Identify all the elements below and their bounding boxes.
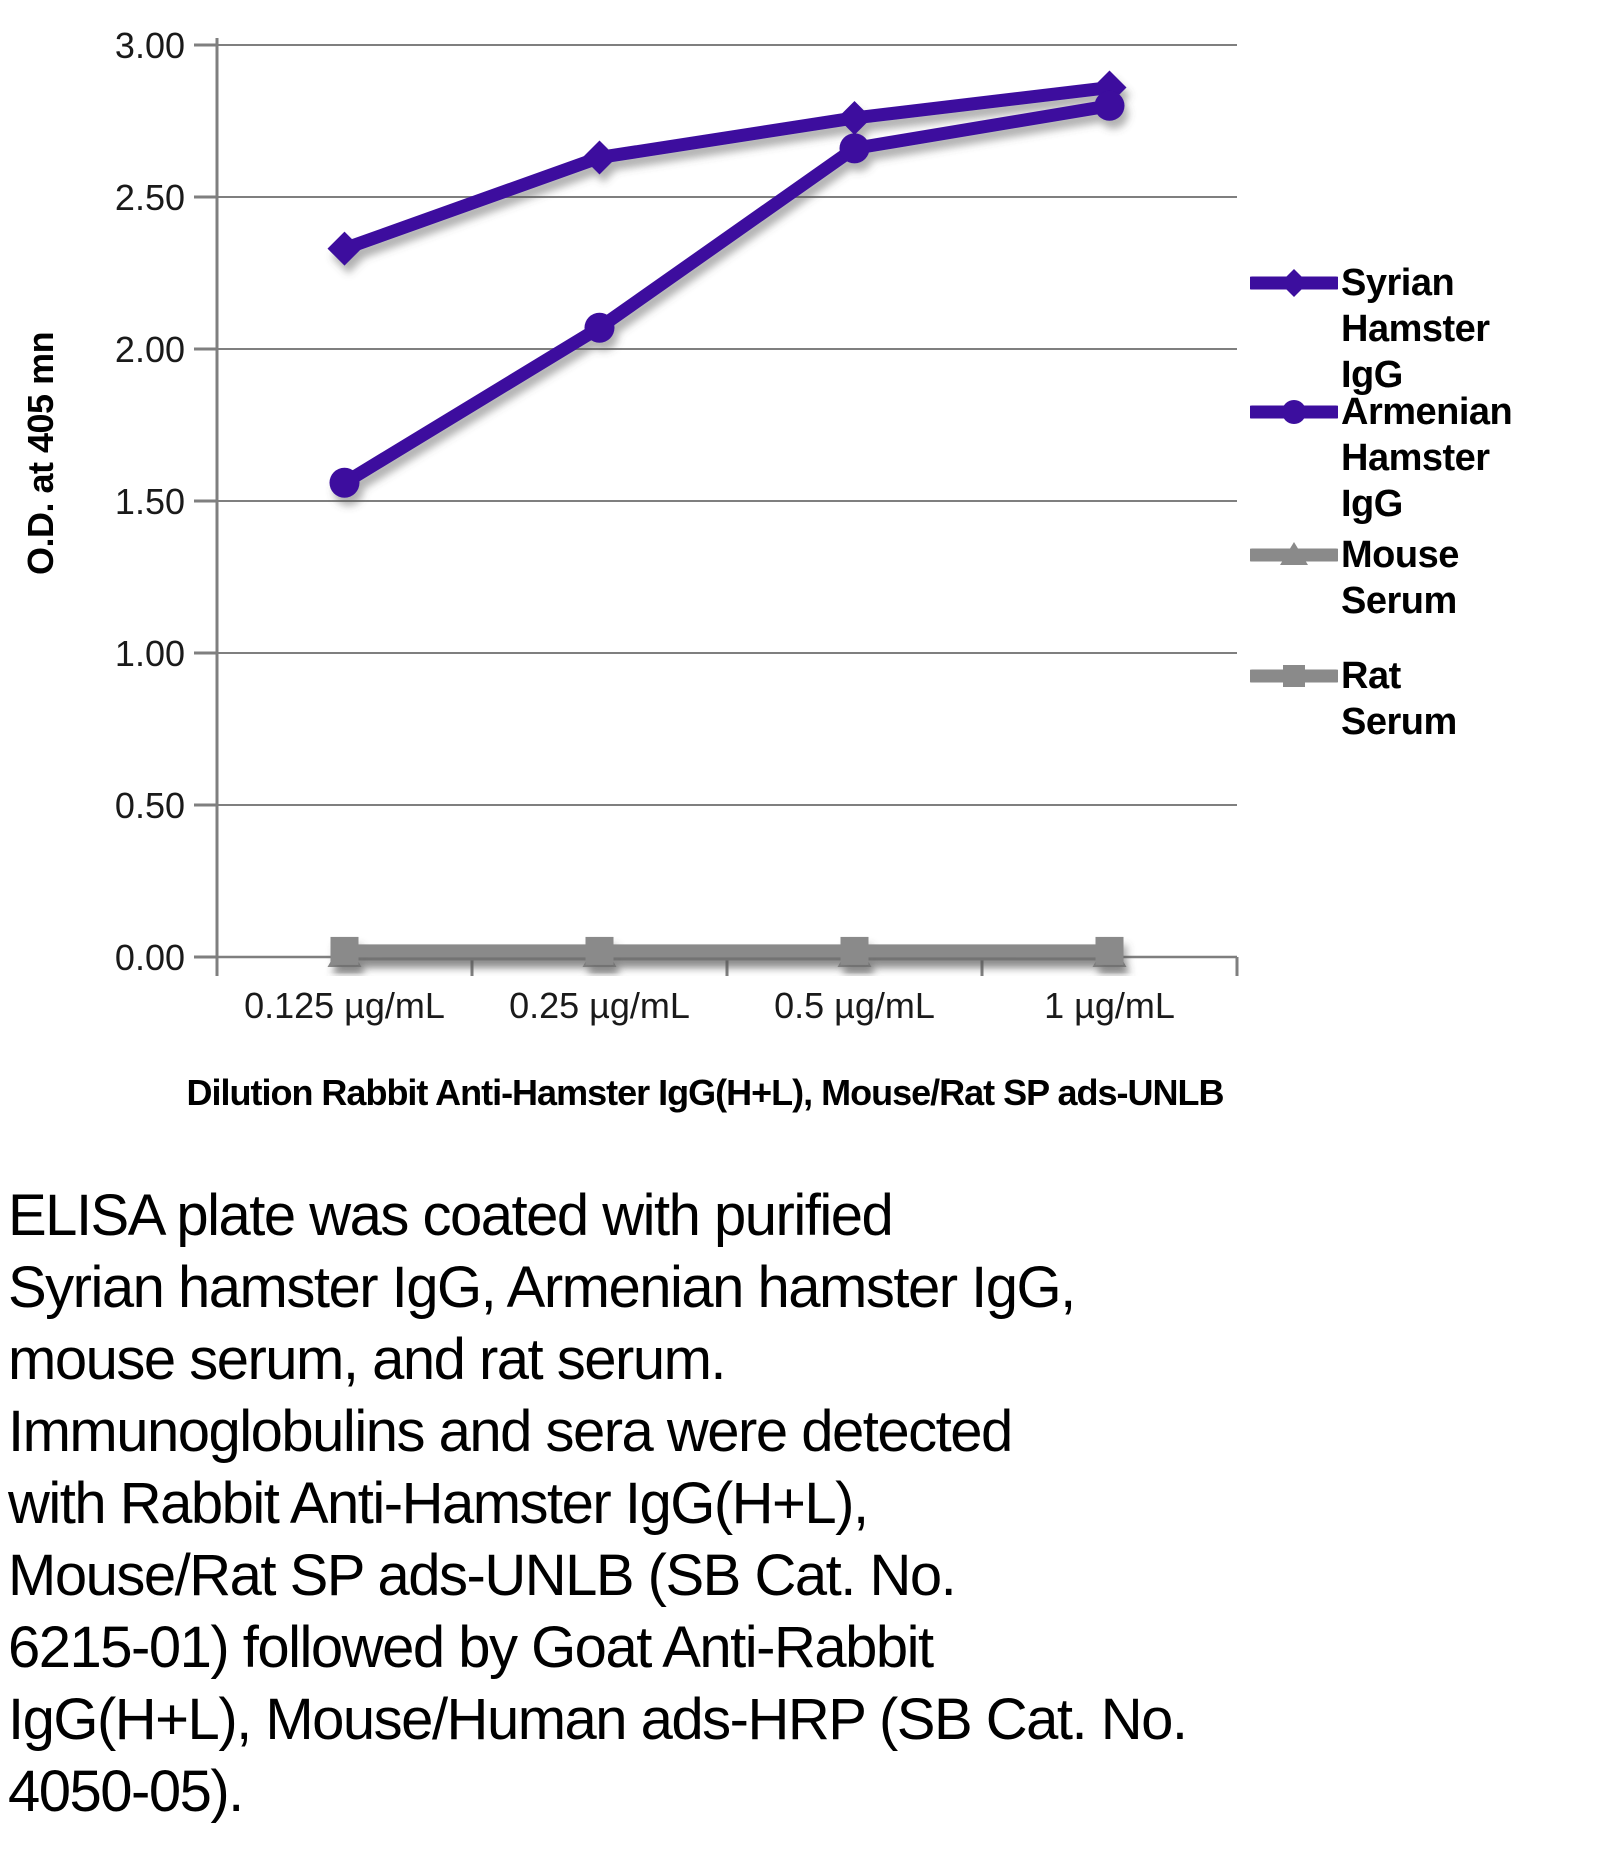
data-point-rat-serum — [840, 936, 869, 965]
figure-caption: ELISA plate was coated with purified Syr… — [8, 1183, 1188, 1824]
y-tick-label: 3.00 — [115, 25, 185, 66]
series-armenian-hamster-igg — [329, 90, 1125, 498]
y-tick-label: 1.50 — [115, 481, 185, 522]
data-point-rat-serum — [330, 936, 359, 965]
chart-canvas: 0.00 0.50 1.00 1.50 2.00 2.50 3.00 0.125 µg/mL 0… — [115, 25, 1239, 1026]
legend-marker-shape — [1282, 400, 1306, 424]
x-tick-label: 0.125 µg/mL — [244, 985, 445, 1026]
x-tick-label: 0.5 µg/mL — [774, 985, 935, 1026]
data-point-syrian-hamster-igg — [582, 140, 617, 175]
legend-marker-shape — [1280, 269, 1308, 297]
legend-marker-shape — [1280, 542, 1308, 565]
legend-marker-diamond-icon — [1250, 269, 1338, 297]
legend-item-syrian-hamster-igg: Syrian Hamster IgG — [1250, 260, 1490, 398]
y-tick-label: 1.00 — [115, 633, 185, 674]
x-tick-label: 0.25 µg/mL — [509, 985, 690, 1026]
x-tick-label: 1 µg/mL — [1044, 985, 1175, 1026]
legend-marker-shape — [1283, 665, 1305, 687]
series-line-syrian-hamster-igg — [338, 81, 1116, 256]
legend-marker-circle-icon — [1250, 400, 1338, 424]
y-tick-label: 2.00 — [115, 329, 185, 370]
data-point-armenian-hamster-igg — [839, 133, 870, 164]
legend-label-armenian-hamster-igg: Armenian Hamster IgG — [1341, 391, 1513, 525]
data-point-armenian-hamster-igg — [1094, 90, 1125, 121]
y-tick-label: 0.00 — [115, 937, 185, 978]
legend-item-mouse-serum: Mouse Serum — [1250, 532, 1459, 624]
legend-marker-square-icon — [1250, 665, 1338, 687]
y-tick-label: 2.50 — [115, 177, 185, 218]
legend-label-syrian-hamster-igg: Syrian Hamster IgG — [1341, 262, 1490, 396]
data-point-syrian-hamster-igg — [837, 100, 872, 135]
y-tick-label: 0.50 — [115, 785, 185, 826]
legend-item-armenian-hamster-igg: Armenian Hamster IgG — [1250, 389, 1513, 527]
legend-label-rat-serum: Rat Serum — [1341, 655, 1457, 743]
data-point-rat-serum — [585, 936, 614, 965]
data-point-armenian-hamster-igg — [329, 467, 360, 498]
data-point-rat-serum — [1095, 936, 1124, 965]
data-point-syrian-hamster-igg — [327, 231, 362, 266]
legend-marker-triangle-icon — [1250, 542, 1338, 565]
legend-label-mouse-serum: Mouse Serum — [1341, 534, 1459, 622]
legend-item-rat-serum: Rat Serum — [1250, 653, 1457, 745]
series-rat-serum — [330, 936, 1124, 965]
x-axis-title: Dilution Rabbit Anti-Hamster IgG(H+L), M… — [186, 1072, 1224, 1113]
data-point-armenian-hamster-igg — [584, 312, 615, 343]
series-line-armenian-hamster-igg — [338, 99, 1116, 490]
